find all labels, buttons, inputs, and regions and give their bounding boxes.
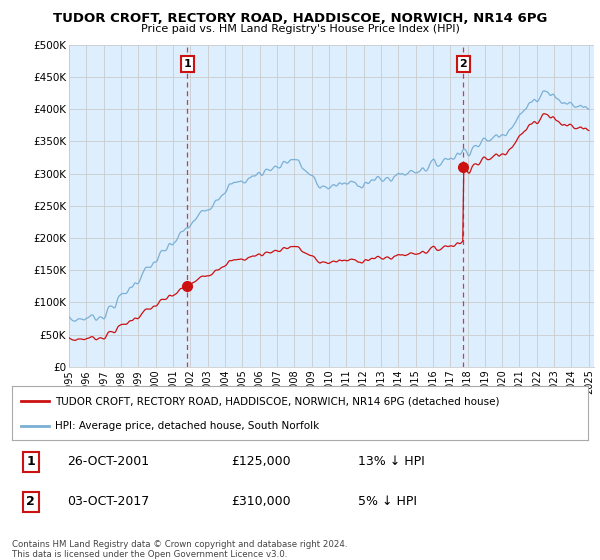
Text: 1: 1 (184, 59, 191, 69)
Text: Price paid vs. HM Land Registry's House Price Index (HPI): Price paid vs. HM Land Registry's House … (140, 24, 460, 34)
Text: HPI: Average price, detached house, South Norfolk: HPI: Average price, detached house, Sout… (55, 421, 319, 431)
Text: 2: 2 (26, 496, 35, 508)
Text: £310,000: £310,000 (231, 496, 290, 508)
Text: 13% ↓ HPI: 13% ↓ HPI (358, 455, 424, 468)
Text: £125,000: £125,000 (231, 455, 290, 468)
Text: Contains HM Land Registry data © Crown copyright and database right 2024.
This d: Contains HM Land Registry data © Crown c… (12, 540, 347, 559)
Text: 2: 2 (460, 59, 467, 69)
Text: 26-OCT-2001: 26-OCT-2001 (67, 455, 149, 468)
Text: TUDOR CROFT, RECTORY ROAD, HADDISCOE, NORWICH, NR14 6PG: TUDOR CROFT, RECTORY ROAD, HADDISCOE, NO… (53, 12, 547, 25)
Text: 03-OCT-2017: 03-OCT-2017 (67, 496, 149, 508)
Text: TUDOR CROFT, RECTORY ROAD, HADDISCOE, NORWICH, NR14 6PG (detached house): TUDOR CROFT, RECTORY ROAD, HADDISCOE, NO… (55, 396, 500, 407)
Text: 1: 1 (26, 455, 35, 468)
Text: 5% ↓ HPI: 5% ↓ HPI (358, 496, 416, 508)
